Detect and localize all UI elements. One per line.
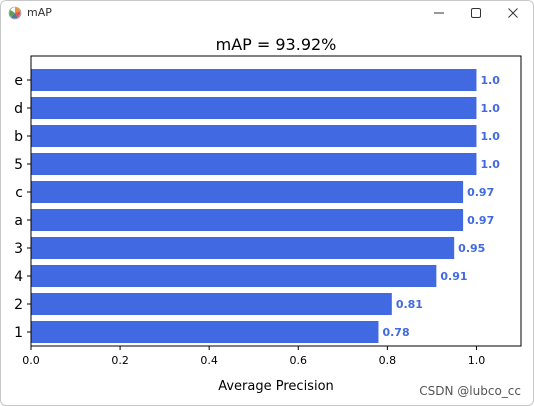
x-tick-label-0.8: 0.8 [379, 354, 397, 367]
value-label-5: 1.0 [480, 158, 500, 171]
bar-b [31, 125, 477, 147]
bar-d [31, 97, 477, 119]
value-label-e: 1.0 [480, 74, 500, 87]
y-tick-label-e: e [14, 73, 23, 89]
x-axis-label: Average Precision [218, 379, 334, 394]
bar-3 [31, 237, 455, 259]
bar-5 [31, 153, 477, 175]
y-tick-label-3: 3 [14, 241, 23, 257]
y-tick-label-b: b [14, 129, 23, 145]
y-axis: edb 5 ca 3 4 2 1 [14, 73, 31, 341]
value-label-3: 0.95 [458, 242, 485, 255]
bar-1 [31, 321, 379, 343]
x-tick-label-0.0: 0.0 [22, 354, 40, 367]
window-title: mAP [27, 6, 52, 19]
x-tick-label-1.0: 1.0 [468, 354, 486, 367]
y-tick-label-2: 2 [14, 297, 23, 313]
bar-2 [31, 293, 392, 315]
axes-frame [30, 55, 522, 347]
close-button[interactable] [493, 1, 533, 25]
y-tick-label-c: c [15, 185, 23, 201]
minimize-icon [434, 12, 444, 14]
y-tick-label-d: d [14, 101, 23, 117]
bars-layer: 1.0 1.0 1.0 1.0 0.97 0.97 0.95 0.91 0.81 0.78 [31, 69, 500, 343]
title-bar[interactable]: mAP [1, 1, 533, 25]
bar-e [31, 69, 477, 91]
maximize-button[interactable] [456, 1, 496, 25]
x-tick-label-0.2: 0.2 [111, 354, 129, 367]
y-tick-label-a: a [14, 213, 23, 229]
watermark-text: CSDN @lubco_cc [419, 384, 521, 398]
bar-a [31, 209, 464, 231]
matplotlib-logo-icon [8, 6, 22, 20]
value-label-1: 0.78 [382, 326, 409, 339]
y-tick-label-4: 4 [14, 269, 23, 285]
value-label-2: 0.81 [396, 298, 423, 311]
y-tick-label-1: 1 [14, 325, 23, 341]
value-label-c: 0.97 [467, 186, 494, 199]
value-label-b: 1.0 [480, 130, 500, 143]
value-label-a: 0.97 [467, 214, 494, 227]
x-tick-label-0.6: 0.6 [290, 354, 308, 367]
value-label-d: 1.0 [480, 102, 500, 115]
maximize-icon [471, 8, 481, 18]
bar-c [31, 181, 464, 203]
bar-4 [31, 265, 437, 287]
close-icon [508, 8, 518, 18]
minimize-button[interactable] [419, 1, 459, 25]
value-label-4: 0.91 [440, 270, 467, 283]
x-tick-label-0.4: 0.4 [200, 354, 218, 367]
chart-title: mAP = 93.92% [216, 35, 337, 54]
x-axis: 0.0 0.2 0.4 0.6 0.8 1.0 [22, 346, 485, 367]
y-tick-label-5: 5 [14, 157, 23, 173]
